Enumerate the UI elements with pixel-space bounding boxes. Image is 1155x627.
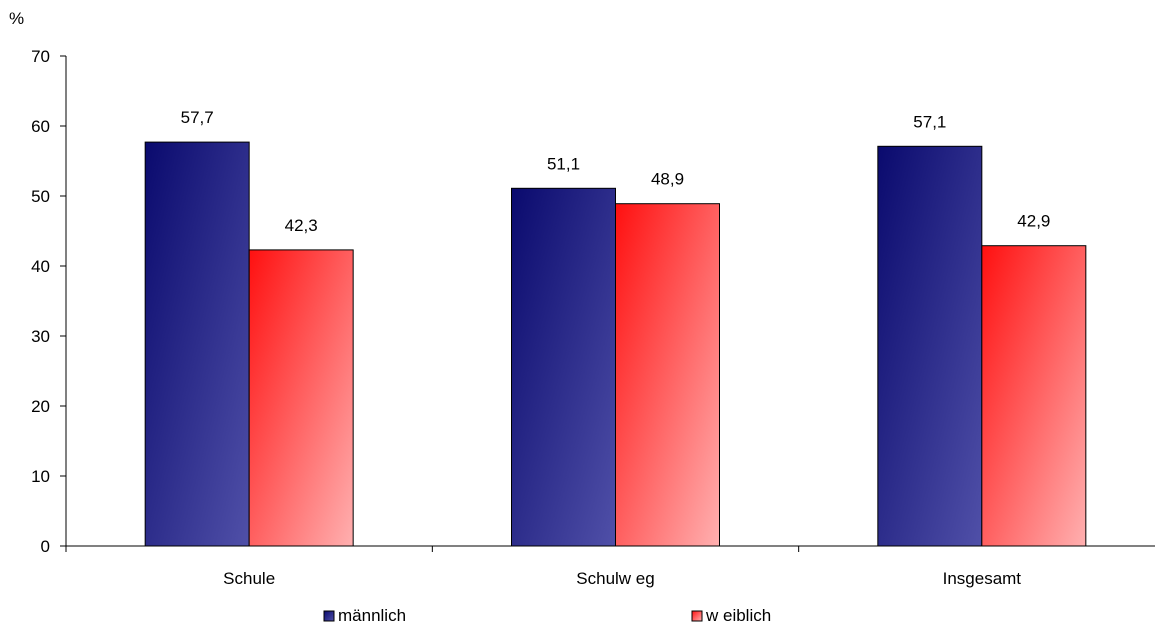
y-tick-label: 40 bbox=[31, 257, 50, 276]
x-category-label: Insgesamt bbox=[943, 569, 1022, 588]
legend: männlich w eiblich bbox=[323, 606, 771, 625]
bar-weiblich-1 bbox=[615, 203, 720, 547]
y-tick-label: 70 bbox=[31, 47, 50, 66]
y-tick-label: 0 bbox=[41, 537, 50, 556]
y-tick-label: 30 bbox=[31, 327, 50, 346]
bar-maennlich-1 bbox=[511, 187, 616, 547]
y-unit-label: % bbox=[9, 9, 24, 28]
y-tick-label: 20 bbox=[31, 397, 50, 416]
bars: 57,7 42,3 Schule 51,1 48,9 Schulw eg 57,1 42,9 I… bbox=[144, 108, 1087, 588]
legend-label: w eiblich bbox=[705, 606, 771, 625]
x-category-label: Schule bbox=[223, 569, 275, 588]
y-tick-label: 10 bbox=[31, 467, 50, 486]
x-category-label: Schulw eg bbox=[576, 569, 654, 588]
bar-weiblich-2 bbox=[981, 245, 1087, 547]
data-label: 42,9 bbox=[1017, 212, 1050, 231]
y-tick-label: 60 bbox=[31, 117, 50, 136]
legend-swatch bbox=[691, 610, 703, 622]
bar-maennlich-2 bbox=[877, 145, 983, 547]
legend-label: männlich bbox=[338, 606, 406, 625]
bar-weiblich-0 bbox=[248, 249, 354, 547]
data-label: 57,7 bbox=[181, 108, 214, 127]
bar-maennlich-0 bbox=[144, 141, 250, 547]
data-label: 51,1 bbox=[547, 154, 580, 173]
data-label: 48,9 bbox=[651, 170, 684, 189]
data-label: 42,3 bbox=[285, 216, 318, 235]
y-tick-label: 50 bbox=[31, 187, 50, 206]
legend-swatch bbox=[323, 610, 335, 622]
data-label: 57,1 bbox=[913, 112, 946, 131]
